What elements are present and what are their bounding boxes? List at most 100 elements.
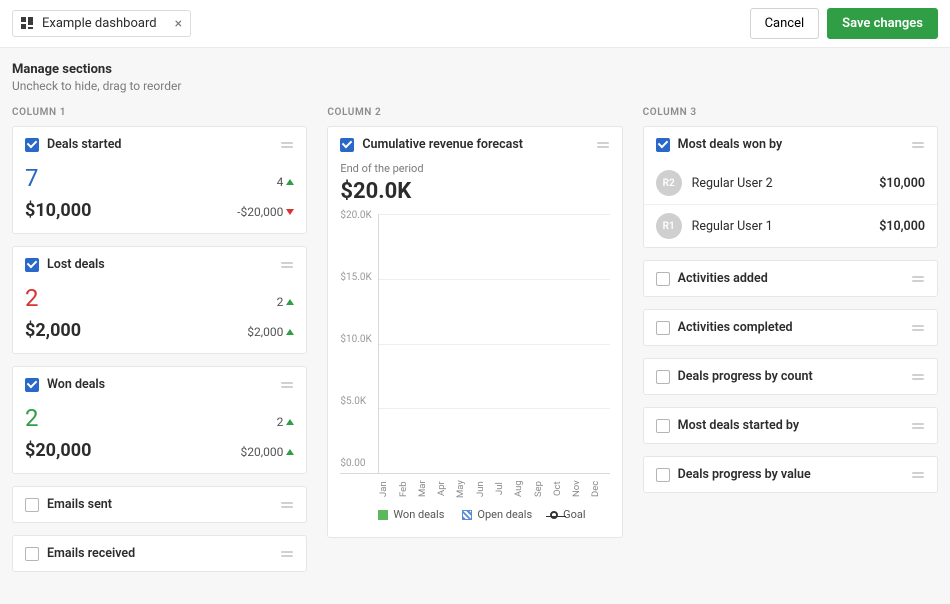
card-revenue-forecast[interactable]: Cumulative revenue forecast End of the p… [327,126,622,538]
chevron-up-icon [286,299,294,305]
stat-primary-delta: 4 [277,175,295,189]
avatar: R1 [656,213,682,239]
card-activities-added[interactable]: Activities added [643,260,938,297]
y-ticks: $20.0K$15.0K$10.0K$5.0K$0.00 [340,214,378,473]
column-3-label: COLUMN 3 [643,107,938,118]
drag-handle-icon[interactable] [911,374,925,380]
checkbox-emails-received[interactable] [25,547,39,561]
dashboard-title: Example dashboard [42,16,157,31]
checkbox-deals-progress-count[interactable] [656,370,670,384]
column-3: COLUMN 3 Most deals won by R2 Regular Use… [643,107,938,584]
chart-subtitle: End of the period [340,162,609,175]
dashboard-icon [21,17,34,30]
card-emails-sent[interactable]: Emails sent [12,486,307,523]
drag-handle-icon[interactable] [280,142,294,148]
chart-plot [378,214,609,473]
card-title: Emails received [47,546,272,561]
checkbox-revenue-forecast[interactable] [340,138,354,152]
drag-handle-icon[interactable] [280,551,294,557]
checkbox-deals-progress-value[interactable] [656,468,670,482]
top-actions: Cancel Save changes [750,8,938,39]
drag-handle-icon[interactable] [911,142,925,148]
card-title: Activities completed [678,320,903,335]
x-ticks: JanFebMarAprMayJunJulAugSepOctNovDec [378,474,609,500]
column-1-label: COLUMN 1 [12,107,307,118]
chevron-up-icon [286,179,294,185]
drag-handle-icon[interactable] [911,276,925,282]
chart-area: $20.0K$15.0K$10.0K$5.0K$0.00 [340,214,609,474]
checkbox-activities-completed[interactable] [656,321,670,335]
chevron-up-icon [286,329,294,335]
user-value: $10,000 [879,219,925,234]
columns: COLUMN 1 Deals started 7 4 $10,000 -$20,… [0,97,950,604]
drag-handle-icon[interactable] [911,423,925,429]
stat-secondary: $20,000 [25,440,91,461]
card-title: Won deals [47,377,272,392]
chart-headline: $20.0K [340,179,609,204]
legend-goal: Goal [550,508,585,521]
card-title: Deals progress by value [678,467,903,482]
card-title: Lost deals [47,257,272,272]
drag-handle-icon[interactable] [280,262,294,268]
stat-secondary-delta: $2,000 [247,325,294,339]
column-2-label: COLUMN 2 [327,107,622,118]
manage-title: Manage sections [12,62,938,77]
checkbox-won-deals[interactable] [25,378,39,392]
checkbox-emails-sent[interactable] [25,498,39,512]
card-won-deals[interactable]: Won deals 2 2 $20,000 $20,000 [12,366,307,474]
card-emails-received[interactable]: Emails received [12,535,307,572]
chevron-down-icon [286,209,294,215]
drag-handle-icon[interactable] [280,382,294,388]
manage-subtitle: Uncheck to hide, drag to reorder [12,79,938,93]
card-most-deals-won[interactable]: Most deals won by R2 Regular User 2 $10,00… [643,126,938,248]
card-title: Deals progress by count [678,369,903,384]
stat-secondary: $2,000 [25,320,81,341]
user-name: Regular User 1 [692,219,870,234]
chart-legend: Won deals Open deals Goal [340,500,609,525]
chevron-up-icon [286,419,294,425]
stat-primary-delta: 2 [277,295,295,309]
drag-handle-icon[interactable] [280,502,294,508]
card-deals-progress-count[interactable]: Deals progress by count [643,358,938,395]
stat-primary: 2 [25,284,39,312]
stat-primary: 2 [25,404,39,432]
stat-primary-delta: 2 [277,415,295,429]
legend-open: Open deals [462,508,532,521]
checkbox-most-deals-won[interactable] [656,138,670,152]
drag-handle-icon[interactable] [911,472,925,478]
column-1: COLUMN 1 Deals started 7 4 $10,000 -$20,… [12,107,307,584]
save-button[interactable]: Save changes [827,8,938,39]
card-activities-completed[interactable]: Activities completed [643,309,938,346]
card-deals-started[interactable]: Deals started 7 4 $10,000 -$20,000 [12,126,307,234]
user-row[interactable]: R1 Regular User 1 $10,000 [644,204,937,247]
card-title: Emails sent [47,497,272,512]
topbar: Example dashboard × Cancel Save changes [0,0,950,48]
card-title: Cumulative revenue forecast [362,137,587,152]
legend-won: Won deals [378,508,444,521]
checkbox-lost-deals[interactable] [25,258,39,272]
cancel-button[interactable]: Cancel [750,8,820,39]
card-most-deals-started[interactable]: Most deals started by [643,407,938,444]
manage-sections-head: Manage sections Uncheck to hide, drag to… [0,48,950,97]
stat-primary: 7 [25,164,39,192]
user-name: Regular User 2 [692,176,870,191]
card-title: Activities added [678,271,903,286]
close-icon[interactable]: × [175,17,182,31]
card-deals-progress-value[interactable]: Deals progress by value [643,456,938,493]
dashboard-title-pill[interactable]: Example dashboard × [12,10,191,37]
card-title: Most deals started by [678,418,903,433]
drag-handle-icon[interactable] [911,325,925,331]
card-lost-deals[interactable]: Lost deals 2 2 $2,000 $2,000 [12,246,307,354]
card-title: Deals started [47,137,272,152]
user-value: $10,000 [879,176,925,191]
drag-handle-icon[interactable] [596,142,610,148]
user-list: R2 Regular User 2 $10,000 R1 Regular User 1 $… [644,162,937,247]
checkbox-most-deals-started[interactable] [656,419,670,433]
user-row[interactable]: R2 Regular User 2 $10,000 [644,162,937,204]
column-2: COLUMN 2 Cumulative revenue forecast End… [327,107,622,584]
chevron-up-icon [286,449,294,455]
checkbox-deals-started[interactable] [25,138,39,152]
card-title: Most deals won by [678,137,903,152]
checkbox-activities-added[interactable] [656,272,670,286]
avatar: R2 [656,170,682,196]
